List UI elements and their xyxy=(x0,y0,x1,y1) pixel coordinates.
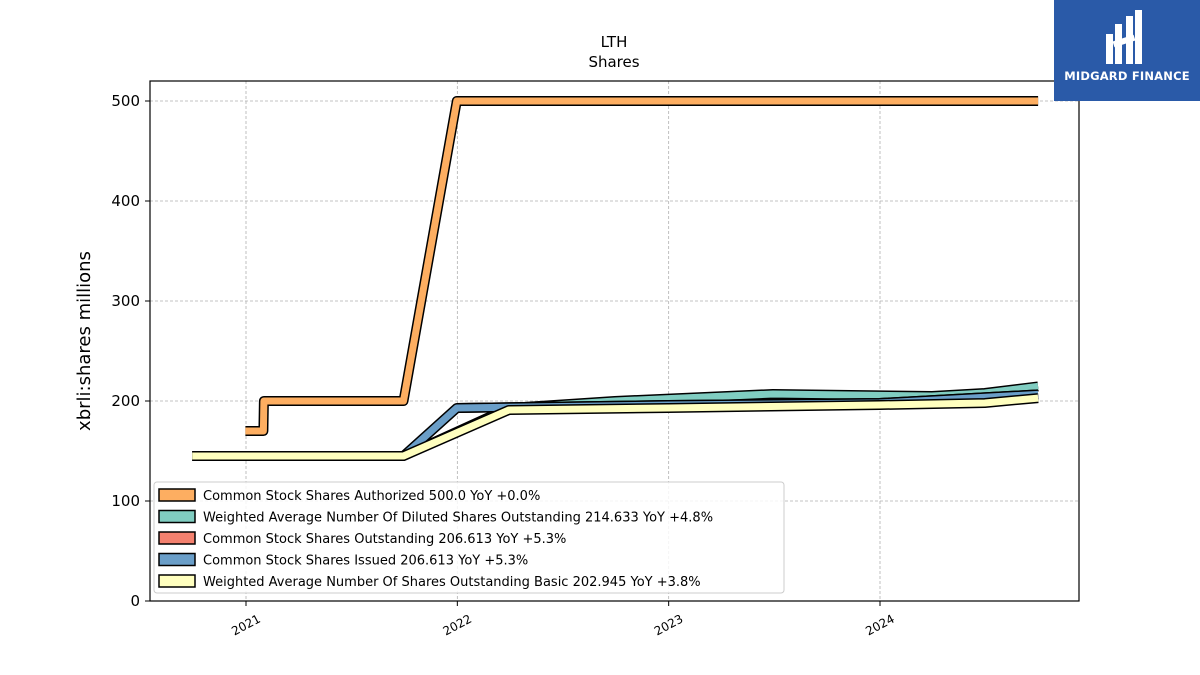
y-axis-ticks: 0 100 200 300 400 500 xyxy=(111,92,150,610)
x-tick-label: 2023 xyxy=(652,612,686,639)
chart-title: LTH xyxy=(601,33,628,51)
y-tick-label: 200 xyxy=(111,392,140,410)
legend-label: Common Stock Shares Issued 206.613 YoY +… xyxy=(203,554,528,569)
x-tick-label: 2021 xyxy=(229,612,263,639)
y-tick-label: 500 xyxy=(111,92,140,110)
x-tick-label: 2024 xyxy=(863,612,897,639)
legend-swatch xyxy=(158,488,196,502)
legend-frame xyxy=(153,481,785,594)
series-line xyxy=(245,97,1039,435)
y-tick-label: 0 xyxy=(130,592,140,610)
y-tick-label: 100 xyxy=(111,492,140,510)
y-tick-label: 300 xyxy=(111,292,140,310)
legend-swatch xyxy=(158,531,196,545)
x-axis-ticks: 2021 2022 2023 2024 xyxy=(229,601,897,638)
legend-label: Common Stock Shares Outstanding 206.613 … xyxy=(203,532,566,547)
x-tick-label: 2022 xyxy=(441,612,475,639)
chart-subtitle: Shares xyxy=(588,53,639,71)
legend-label: Weighted Average Number Of Diluted Share… xyxy=(203,511,713,526)
plot-frame xyxy=(149,80,1080,602)
series-group xyxy=(192,96,1039,461)
legend-label: Weighted Average Number Of Shares Outsta… xyxy=(203,575,701,590)
series-line xyxy=(192,394,1039,460)
legend-label: Common Stock Shares Authorized 500.0 YoY… xyxy=(203,489,540,504)
legend-swatch xyxy=(158,574,196,588)
y-tick-label: 400 xyxy=(111,192,140,210)
legend-swatch xyxy=(158,509,196,524)
legend-swatch xyxy=(158,552,196,567)
midgard-logo-icon xyxy=(1106,10,1142,64)
logo-text: MIDGARD FINANCE xyxy=(1064,69,1190,83)
series-outline xyxy=(245,96,1039,436)
midgard-finance-logo: MIDGARD FINANCE xyxy=(1054,0,1200,101)
y-axis-label: xbrli:shares millions xyxy=(74,251,95,431)
legend: Common Stock Shares Authorized 500.0 YoY… xyxy=(153,481,785,594)
grid-lines xyxy=(150,81,1079,601)
